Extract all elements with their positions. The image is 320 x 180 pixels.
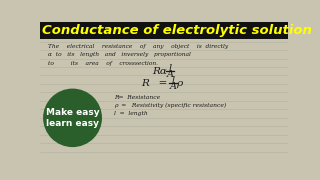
Text: Rα: Rα <box>152 67 167 76</box>
Text: to         its    area    of    crosssection.: to its area of crosssection. <box>48 61 158 66</box>
Text: learn easy: learn easy <box>46 119 99 128</box>
Text: The    electrical    resistance    of    any    object    is  directly: The electrical resistance of any object … <box>48 44 228 49</box>
Circle shape <box>43 89 102 147</box>
Text: α  to   its   length   and   inversely   proportional: α to its length and inversely proportion… <box>48 52 191 57</box>
Text: A: A <box>170 82 177 91</box>
Text: l: l <box>172 76 175 85</box>
Text: ρ  =   Resistivity (specific resistance): ρ = Resistivity (specific resistance) <box>114 103 226 108</box>
Text: Conductance of electrolytic solution: Conductance of electrolytic solution <box>42 24 311 37</box>
Text: l  =  length: l = length <box>114 111 148 116</box>
Text: l: l <box>169 64 172 73</box>
Text: Make easy: Make easy <box>46 108 100 117</box>
Text: R=  Resistance: R= Resistance <box>114 94 160 100</box>
Text: A: A <box>167 70 174 79</box>
Text: R   =   ρ: R = ρ <box>141 79 183 88</box>
Bar <box>40 22 288 39</box>
